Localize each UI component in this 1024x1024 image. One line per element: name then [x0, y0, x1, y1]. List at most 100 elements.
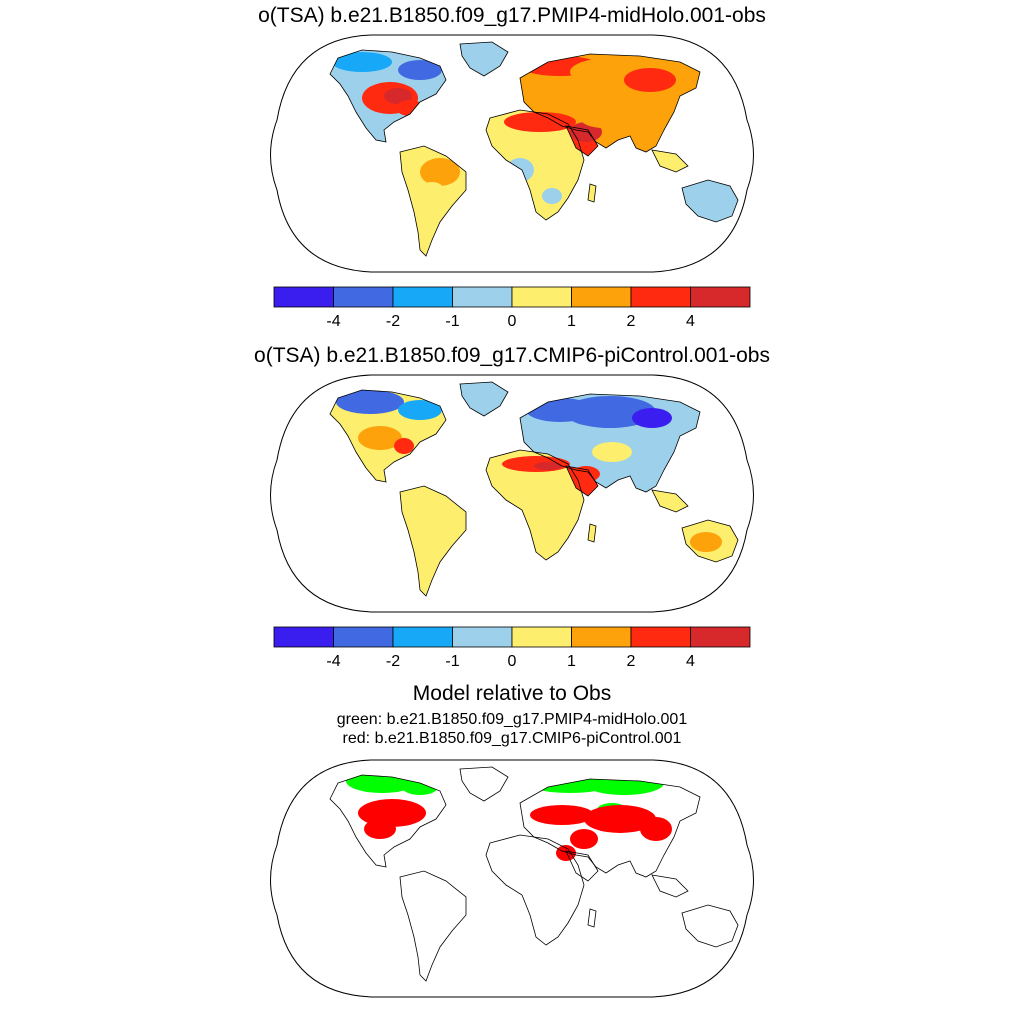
coastline-south-america [399, 145, 467, 257]
comparison-title: Model relative to Obs [412, 682, 612, 705]
coastline-australia [681, 179, 739, 223]
colorbar-tick-label: -1 [445, 653, 459, 670]
anomaly-region-4 [384, 88, 412, 104]
colorbar-swatch-7 [630, 626, 691, 648]
land-fill-se-asia [652, 490, 688, 512]
land-fill-greenland [460, 382, 508, 416]
red-region-6 [640, 817, 672, 841]
red-region-2 [364, 819, 396, 839]
comparison-legend-green: green: b.e21.B1850.f09_g17.PMIP4-midHolo… [336, 711, 688, 728]
colorbar-tick-label: 1 [567, 653, 576, 670]
colorbar-tick-label: -4 [326, 313, 340, 330]
coastline-north-america [329, 49, 447, 143]
colorbar-swatch-4 [452, 626, 513, 648]
red-region-7 [556, 845, 576, 861]
red-region-5 [570, 829, 598, 849]
colorbar-tick-label: 0 [508, 313, 517, 330]
coastline-eurasia [519, 53, 701, 153]
map-comparison [270, 759, 754, 998]
colorbar-2: -4 -2 -1 0 1 2 4 [273, 626, 751, 670]
anomaly-region-11 [592, 442, 632, 462]
coastline-greenland [459, 766, 509, 802]
coastline-australia [681, 519, 739, 563]
coastline-australia [681, 904, 739, 948]
colorbar-swatch-5 [511, 626, 572, 648]
anomaly-region-1 [336, 390, 404, 414]
colorbar-tick-label: -4 [326, 653, 340, 670]
colorbar-swatch-1 [273, 286, 334, 308]
coastline-madagascar [587, 908, 597, 928]
map-background [270, 760, 754, 997]
coastline-arabia [565, 125, 599, 157]
anomaly-region-4 [394, 438, 414, 454]
colorbar-swatch-3 [392, 286, 453, 308]
colorbar-swatch-8 [690, 286, 751, 308]
coastline-madagascar [587, 523, 597, 543]
land-fill-south-america [400, 486, 466, 596]
colorbar-tick-label: 2 [627, 313, 636, 330]
coastline-africa [485, 109, 585, 221]
anomaly-region-13 [580, 108, 628, 128]
colorbar-swatch-5 [511, 286, 572, 308]
coastline-se-asia [651, 489, 689, 513]
coastline-se-asia [651, 874, 689, 898]
colorbar-swatch-2 [333, 286, 394, 308]
anomaly-region-10 [624, 68, 676, 92]
coastline-se-asia [651, 149, 689, 173]
anomaly-region-7 [632, 408, 672, 428]
land-fill-africa [486, 450, 584, 560]
red-region-4 [584, 805, 656, 833]
land-fill-madagascar [588, 184, 596, 202]
coastline-north-america [329, 774, 447, 868]
anomaly-region-15 [542, 188, 562, 204]
coastline-arabia [565, 465, 599, 497]
colorbar-swatch-4 [452, 286, 513, 308]
anomaly-region-13 [690, 532, 722, 552]
anomaly-region-10 [572, 466, 600, 482]
panel-1-title: o(TSA) b.e21.B1850.f09_g17.PMIP4-midHolo… [258, 4, 766, 27]
colorbar-tick-label: -2 [386, 653, 400, 670]
land-fill-greenland [460, 42, 508, 76]
red-region-3 [530, 805, 594, 825]
panel-2-title: o(TSA) b.e21.B1850.f09_g17.CMIP6-piContr… [254, 344, 770, 367]
colorbar-swatch-2 [333, 626, 394, 648]
anomaly-region-3 [358, 426, 402, 450]
colorbar-swatch-3 [392, 626, 453, 648]
colorbar-tick-label: 4 [686, 653, 695, 670]
comparison-legend-red: red: b.e21.B1850.f09_g17.CMIP6-piControl… [342, 730, 682, 747]
coastline-north-america [329, 389, 447, 483]
land-fill-madagascar [588, 524, 596, 542]
colorbar-tick-label: 4 [686, 313, 695, 330]
coastline-eurasia [519, 393, 701, 493]
coastline-africa [485, 449, 585, 561]
colorbar-tick-label: -1 [445, 313, 459, 330]
anomaly-region-1 [332, 52, 392, 72]
map-anomaly-1 [270, 34, 754, 273]
colorbar-tick-label: 1 [567, 313, 576, 330]
coastline-eurasia [519, 778, 701, 878]
map-anomaly-2 [270, 374, 754, 613]
coastline-madagascar [587, 183, 597, 203]
colorbar-1: -4 -2 -1 0 1 2 4 [273, 286, 751, 330]
colorbar-swatch-7 [630, 286, 691, 308]
land-fill-australia [682, 180, 738, 222]
coastline-south-america [399, 485, 467, 597]
land-fill-se-asia [652, 150, 688, 172]
colorbar-swatch-6 [571, 626, 632, 648]
colorbar-tick-label: 2 [627, 653, 636, 670]
colorbar-swatch-6 [571, 286, 632, 308]
coastline-south-america [399, 870, 467, 982]
coastline-greenland [459, 381, 509, 417]
anomaly-region-9 [534, 462, 562, 470]
coastline-africa [485, 834, 585, 946]
colorbar-swatch-1 [273, 626, 334, 648]
colorbar-tick-label: -2 [386, 313, 400, 330]
colorbar-swatch-8 [690, 626, 751, 648]
colorbar-tick-label: 0 [508, 653, 517, 670]
coastline-arabia [565, 850, 599, 882]
anomaly-region-7 [420, 182, 444, 198]
anomaly-region-11 [504, 112, 576, 132]
anomaly-region-6 [420, 158, 460, 186]
anomaly-region-2 [398, 400, 442, 420]
